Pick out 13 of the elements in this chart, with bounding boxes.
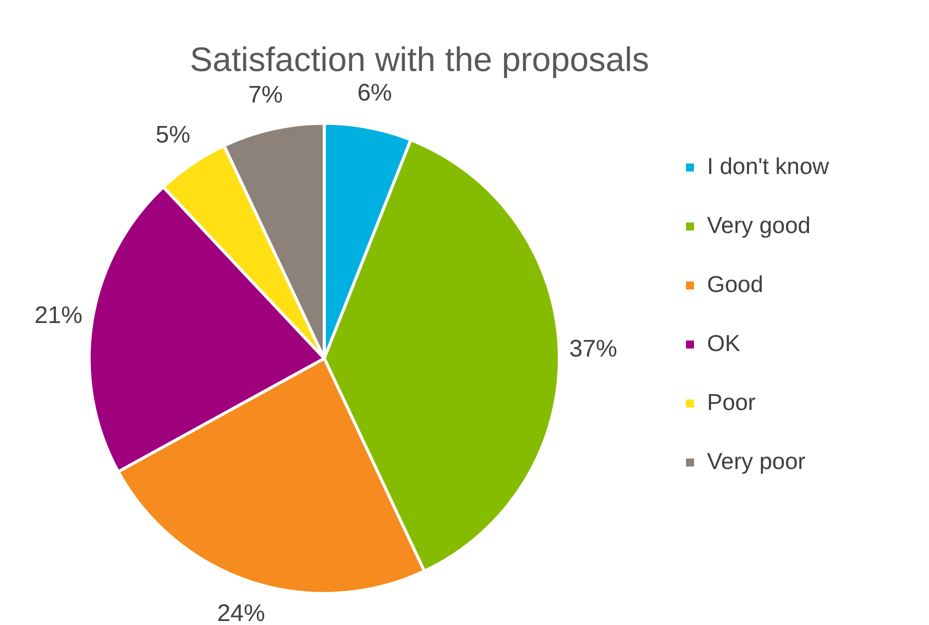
legend-label: Poor: [706, 388, 756, 415]
legend-label: OK: [706, 330, 741, 356]
data-label: 24%: [217, 600, 266, 625]
data-label: 21%: [34, 302, 82, 329]
legend-label: Very poor: [706, 448, 806, 474]
legend-label: Good: [706, 270, 764, 297]
data-label: 6%: [357, 80, 392, 107]
legend-label: I don't know: [706, 152, 830, 179]
legend-label: Very good: [706, 212, 811, 238]
data-label: 7%: [248, 81, 283, 108]
data-label: 37%: [569, 336, 618, 363]
chart-title: Satisfaction with the proposals: [190, 40, 650, 79]
data-label: 5%: [156, 121, 190, 148]
